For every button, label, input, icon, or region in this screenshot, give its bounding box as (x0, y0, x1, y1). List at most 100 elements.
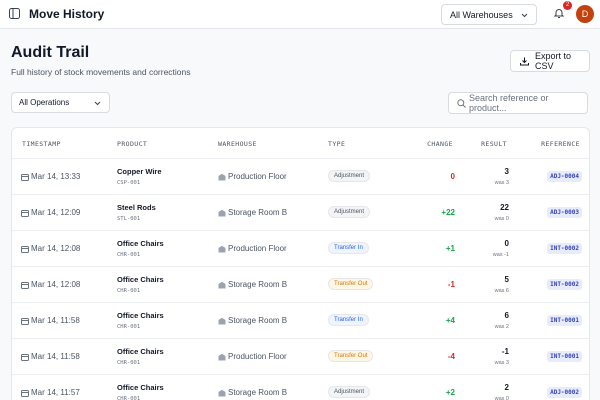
warehouse: Production Floor (228, 244, 287, 253)
change: +1 (445, 244, 455, 253)
result: 2 (504, 383, 509, 392)
type-badge: Transfer In (328, 314, 369, 326)
export-button[interactable]: Export to CSV (510, 50, 590, 72)
previous-quantity: was 3 (494, 180, 509, 186)
sidebar-toggle[interactable] (9, 8, 20, 19)
search-placeholder: Search reference or product... (469, 93, 549, 113)
audit-table: TIMESTAMP PRODUCT WAREHOUSE TYPE CHANGE RESUL… (11, 127, 590, 400)
product-sku: CHR-001 (117, 324, 141, 330)
app-title: Move History (29, 7, 105, 21)
type-badge: Adjustment (328, 206, 371, 218)
result: 22 (500, 203, 509, 212)
previous-quantity: was 2 (494, 324, 509, 330)
column-header: TIMESTAMP (22, 140, 61, 148)
previous-quantity: was 0 (494, 216, 509, 222)
table-row[interactable]: Mar 14, 11:58 Office Chairs CHR-001 Storage… (12, 302, 589, 339)
reference-badge[interactable]: INT-0001 (547, 351, 582, 362)
chevron (521, 13, 528, 18)
notifications[interactable] (554, 8, 564, 19)
calendar-icon (21, 318, 29, 325)
calendar-icon (21, 174, 29, 181)
column-header: WAREHOUSE (218, 140, 257, 148)
warehouse: Storage Room B (228, 208, 288, 217)
warehouse-select-label: All Warehouses (450, 9, 513, 20)
product-sku: CSP-001 (117, 180, 141, 186)
timestamp: Mar 14, 12:09 (31, 208, 81, 217)
calendar-icon (21, 210, 29, 217)
previous-quantity: was 3 (494, 360, 509, 366)
product-name: Office Chairs (117, 239, 164, 248)
search-box[interactable]: Search reference or product... (448, 92, 588, 114)
timestamp: Mar 14, 11:58 (31, 316, 80, 325)
table-row[interactable]: Mar 14, 11:58 Office Chairs CHR-001 Product… (12, 338, 589, 375)
column-header: REFERENCE (541, 140, 580, 148)
search-icon (457, 99, 466, 108)
timestamp: Mar 14, 13:33 (31, 172, 81, 181)
chevron (94, 101, 101, 106)
reference-badge[interactable]: INT-0002 (547, 243, 582, 254)
reference-badge[interactable]: ADJ-0003 (547, 207, 582, 218)
product-name: Office Chairs (117, 383, 164, 392)
result: 5 (504, 275, 509, 284)
type-badge: Transfer Out (328, 278, 374, 290)
reference-badge[interactable]: ADJ-0002 (547, 387, 582, 398)
product-name: Office Chairs (117, 275, 164, 284)
type-badge: Transfer In (328, 242, 369, 254)
result: 0 (504, 239, 509, 248)
product-sku: CHR-001 (117, 360, 141, 366)
operation-filter[interactable]: All Operations (11, 92, 110, 113)
result: 6 (504, 311, 509, 320)
type-badge: Adjustment (328, 386, 371, 398)
table-row[interactable]: Mar 14, 12:08 Office Chairs CHR-001 Product… (12, 230, 589, 267)
previous-quantity: was 6 (494, 288, 509, 294)
product-sku: CHR-001 (117, 396, 141, 400)
warehouse-icon (218, 245, 226, 253)
product-name: Steel Rods (117, 203, 156, 212)
timestamp: Mar 14, 11:57 (31, 388, 80, 397)
column-header: TYPE (328, 140, 346, 148)
result: -1 (501, 347, 509, 356)
table-row[interactable]: Mar 14, 13:33 Copper Wire CSP-001 Productio… (12, 158, 589, 195)
column-header: RESULT (481, 140, 507, 148)
calendar-icon (21, 390, 29, 397)
type-badge: Transfer Out (328, 350, 374, 362)
page-subtitle: Full history of stock movements and corr… (11, 67, 191, 77)
previous-quantity: was 0 (494, 396, 509, 400)
column-header: PRODUCT (117, 140, 148, 148)
warehouse-select[interactable]: All Warehouses (441, 4, 537, 25)
reference-badge[interactable]: ADJ-0004 (547, 171, 582, 182)
warehouse-icon (218, 209, 226, 217)
avatar[interactable]: D (576, 5, 594, 23)
warehouse-icon (218, 353, 226, 361)
change: +22 (441, 208, 455, 217)
reference-badge[interactable]: INT-0001 (547, 315, 582, 326)
operation-filter-label: All Operations (19, 98, 70, 107)
calendar-icon (21, 354, 29, 361)
product-sku: STL-001 (117, 216, 141, 222)
reference-badge[interactable]: INT-0002 (547, 279, 582, 290)
product-name: Office Chairs (117, 311, 164, 320)
warehouse-icon (218, 173, 226, 181)
warehouse: Storage Room B (228, 388, 288, 397)
change: +2 (445, 388, 455, 397)
product-name: Copper Wire (117, 167, 162, 176)
table-row[interactable]: Mar 14, 12:09 Steel Rods STL-001 Storage Ro… (12, 194, 589, 231)
change: 0 (450, 172, 455, 181)
change: -1 (447, 280, 455, 289)
timestamp: Mar 14, 12:08 (31, 244, 81, 253)
warehouse: Production Floor (228, 172, 287, 181)
change: +4 (445, 316, 455, 325)
warehouse-icon (218, 389, 226, 397)
product-sku: CHR-001 (117, 252, 141, 258)
page-title: Audit Trail (11, 44, 90, 61)
notification-badge: 2 (563, 1, 572, 10)
top-bar: Move History All Warehouses 2 D (0, 0, 600, 29)
column-header: CHANGE (427, 140, 453, 148)
previous-quantity: was -1 (492, 252, 509, 258)
warehouse-icon (218, 317, 226, 325)
result: 3 (504, 167, 509, 176)
product-sku: CHR-001 (117, 288, 141, 294)
table-row[interactable]: Mar 14, 12:08 Office Chairs CHR-001 Storage… (12, 266, 589, 303)
table-row[interactable]: Mar 14, 11:57 Office Chairs CHR-001 Storage… (12, 374, 589, 400)
timestamp: Mar 14, 11:58 (31, 352, 80, 361)
